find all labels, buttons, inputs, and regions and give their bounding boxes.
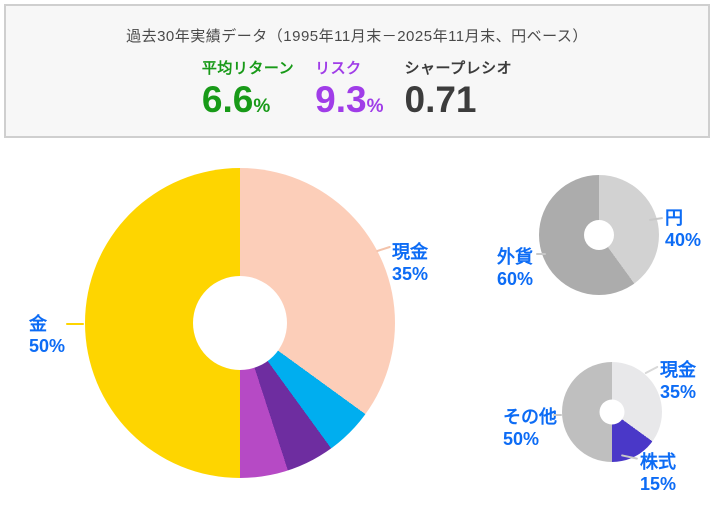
leader-line-main-gold: [66, 323, 84, 325]
callout-asset-equity: 株式 15%: [640, 451, 676, 495]
metric-average-return: 平均リターン 6.6%: [202, 57, 294, 118]
callout-currency-yen-name: 円: [665, 208, 683, 228]
callout-asset-other-pct: 50%: [503, 429, 540, 449]
callout-currency-yen: 円 40%: [665, 207, 701, 251]
callout-main-cash-name: 現金: [392, 242, 428, 262]
callout-currency-foreign-name: 外貨: [497, 247, 533, 267]
leader-line-asset-cash: [644, 365, 659, 375]
callout-currency-foreign-pct: 60%: [497, 269, 534, 289]
metric-sharpe-ratio: シャープレシオ 0.71: [405, 57, 513, 118]
currency-split-donut-chart: [539, 175, 659, 295]
metric-sharpe-ratio-value: 0.71: [404, 79, 477, 120]
callout-asset-equity-pct: 15%: [640, 474, 677, 494]
asset-class-split-donut-chart: [562, 362, 662, 462]
leader-line-asset-other: [553, 414, 562, 416]
leader-line-main-cash: [376, 245, 391, 253]
callout-asset-cash-name: 現金: [660, 360, 696, 380]
callout-asset-cash-pct: 35%: [660, 382, 697, 402]
callout-main-gold-name: 金: [29, 314, 47, 334]
metric-risk: リスク 9.3%: [315, 57, 383, 118]
callout-asset-other: その他 50%: [503, 406, 557, 450]
callout-main-cash: 現金 35%: [392, 241, 428, 285]
metric-average-return-suffix: %: [253, 96, 271, 117]
metric-risk-value: 9.3: [315, 79, 367, 120]
metric-sharpe-ratio-label: シャープレシオ: [404, 60, 513, 77]
main-allocation-donut-chart: [85, 168, 395, 478]
callout-asset-equity-name: 株式: [640, 452, 676, 472]
callout-main-gold: 金 50%: [29, 313, 65, 357]
callout-currency-yen-pct: 40%: [665, 230, 702, 250]
metric-risk-suffix: %: [366, 96, 384, 117]
callout-main-cash-pct: 35%: [392, 264, 429, 284]
metric-average-return-value: 6.6: [201, 79, 254, 120]
summary-panel: 過去30年実績データ（1995年11月末－2025年11月末、円ベース） 平均リ…: [4, 4, 710, 138]
callout-currency-foreign: 外貨 60%: [497, 246, 533, 290]
callout-asset-cash: 現金 35%: [660, 359, 696, 403]
metric-average-return-label: 平均リターン: [201, 60, 295, 77]
callout-main-gold-pct: 50%: [29, 336, 66, 356]
leader-line-currency-foreign: [536, 253, 546, 255]
metrics-row: 平均リターン 6.6% リスク 9.3% シャープレシオ 0.71: [6, 57, 708, 118]
panel-title: 過去30年実績データ（1995年11月末－2025年11月末、円ベース）: [126, 28, 588, 45]
callout-asset-other-name: その他: [503, 407, 557, 427]
metric-risk-label: リスク: [315, 60, 362, 77]
